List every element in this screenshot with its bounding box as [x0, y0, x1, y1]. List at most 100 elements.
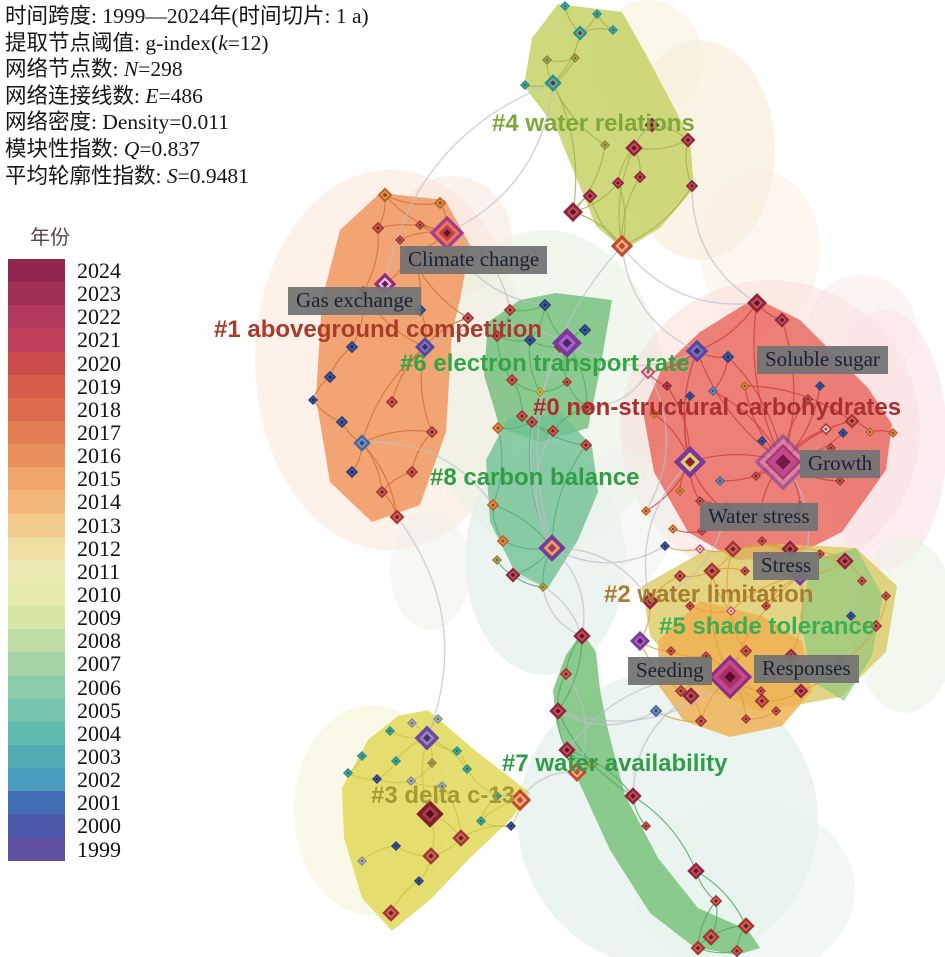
graph-node[interactable]	[599, 139, 611, 151]
graph-node[interactable]	[558, 741, 576, 759]
graph-node[interactable]	[640, 820, 652, 832]
graph-node[interactable]	[371, 773, 383, 785]
graph-node[interactable]	[371, 221, 385, 235]
graph-node[interactable]	[432, 713, 444, 725]
graph-node[interactable]	[707, 385, 719, 397]
graph-node[interactable]	[559, 0, 571, 12]
graph-node[interactable]	[323, 370, 337, 384]
graph-node[interactable]	[307, 394, 319, 406]
cluster-4-label[interactable]: #4 water relations	[492, 110, 695, 137]
graph-node[interactable]	[461, 763, 473, 775]
graph-node[interactable]	[661, 380, 673, 392]
keyword-label-growth[interactable]: Growth	[800, 450, 881, 478]
graph-node[interactable]	[754, 433, 812, 491]
graph-node[interactable]	[406, 717, 418, 729]
graph-node[interactable]	[452, 829, 470, 847]
graph-node[interactable]	[563, 202, 583, 222]
graph-node[interactable]	[490, 329, 504, 343]
graph-node[interactable]	[426, 757, 438, 769]
graph-node[interactable]	[552, 328, 582, 358]
graph-node[interactable]	[834, 475, 846, 487]
cluster-7-label[interactable]: #7 water availability	[502, 750, 728, 777]
graph-node[interactable]	[845, 610, 857, 622]
graph-node[interactable]	[814, 380, 826, 392]
graph-node[interactable]	[625, 139, 643, 157]
graph-node[interactable]	[572, 25, 588, 41]
graph-node[interactable]	[864, 426, 876, 438]
cluster-1-hull[interactable]	[316, 193, 470, 522]
graph-node[interactable]	[345, 465, 359, 479]
graph-node[interactable]	[739, 644, 753, 658]
graph-node[interactable]	[451, 745, 463, 757]
graph-node[interactable]	[680, 132, 696, 148]
cluster-1-label[interactable]: #1 aboveground competition	[214, 316, 543, 343]
graph-node[interactable]	[414, 219, 426, 231]
graph-node[interactable]	[491, 790, 503, 802]
graph-node[interactable]	[754, 693, 770, 709]
graph-node[interactable]	[390, 755, 402, 767]
graph-node[interactable]	[721, 350, 735, 364]
graph-node[interactable]	[461, 311, 475, 325]
cluster-7-hull[interactable]	[553, 632, 760, 955]
graph-node[interactable]	[356, 750, 368, 762]
graph-node[interactable]	[394, 234, 406, 246]
graph-node[interactable]	[491, 421, 505, 435]
graph-node[interactable]	[836, 552, 854, 570]
graph-node[interactable]	[687, 862, 705, 880]
graph-node[interactable]	[546, 424, 560, 438]
graph-node[interactable]	[585, 757, 599, 771]
graph-node[interactable]	[549, 702, 567, 720]
graph-node[interactable]	[607, 24, 619, 36]
graph-node[interactable]	[802, 393, 814, 405]
graph-node[interactable]	[429, 215, 465, 251]
graph-node[interactable]	[624, 787, 642, 805]
graph-node[interactable]	[685, 339, 709, 363]
graph-node[interactable]	[756, 535, 768, 547]
graph-node[interactable]	[496, 534, 510, 548]
keyword-label-responses[interactable]: Responses	[754, 655, 859, 683]
graph-node[interactable]	[684, 600, 696, 612]
graph-node[interactable]	[730, 944, 744, 957]
graph-node[interactable]	[856, 575, 868, 587]
graph-node[interactable]	[694, 714, 708, 728]
graph-node[interactable]	[578, 323, 592, 337]
graph-node[interactable]	[525, 415, 539, 429]
graph-node[interactable]	[755, 685, 767, 697]
graph-node[interactable]	[534, 386, 546, 398]
graph-node[interactable]	[519, 79, 531, 91]
keyword-label-stress[interactable]: Stress	[753, 552, 820, 580]
graph-node[interactable]	[416, 800, 444, 828]
graph-node[interactable]	[673, 445, 707, 479]
graph-node[interactable]	[667, 523, 679, 535]
graph-node[interactable]	[760, 600, 772, 612]
graph-node[interactable]	[436, 780, 448, 792]
graph-node[interactable]	[508, 788, 532, 812]
graph-node[interactable]	[690, 940, 706, 956]
keyword-label-water-stress[interactable]: Water stress	[700, 503, 818, 531]
graph-node[interactable]	[739, 380, 751, 392]
graph-node[interactable]	[541, 54, 553, 66]
graph-node[interactable]	[505, 820, 517, 832]
graph-node[interactable]	[682, 687, 700, 705]
cluster-0-label[interactable]: #0 non-structural carbohydrates	[533, 394, 902, 421]
graph-node[interactable]	[844, 413, 860, 429]
keyword-label-gas-exchange[interactable]: Gas exchange	[288, 287, 422, 315]
cluster-5-label[interactable]: #5 shade tolerance	[659, 613, 876, 640]
graph-node[interactable]	[415, 337, 435, 357]
graph-node[interactable]	[405, 775, 417, 787]
graph-node[interactable]	[580, 400, 594, 414]
graph-node[interactable]	[582, 188, 598, 204]
graph-node[interactable]	[737, 917, 755, 935]
graph-node[interactable]	[887, 427, 899, 439]
graph-node[interactable]	[665, 645, 677, 657]
graph-node[interactable]	[869, 619, 883, 633]
graph-node[interactable]	[413, 875, 425, 887]
graph-node[interactable]	[523, 333, 537, 347]
keyword-label-seeding[interactable]: Seeding	[628, 657, 712, 685]
graph-node[interactable]	[356, 855, 368, 867]
graph-node[interactable]	[353, 434, 371, 452]
graph-node[interactable]	[389, 509, 405, 525]
graph-node[interactable]	[684, 390, 696, 402]
graph-node[interactable]	[475, 815, 487, 827]
graph-node[interactable]	[573, 627, 591, 645]
